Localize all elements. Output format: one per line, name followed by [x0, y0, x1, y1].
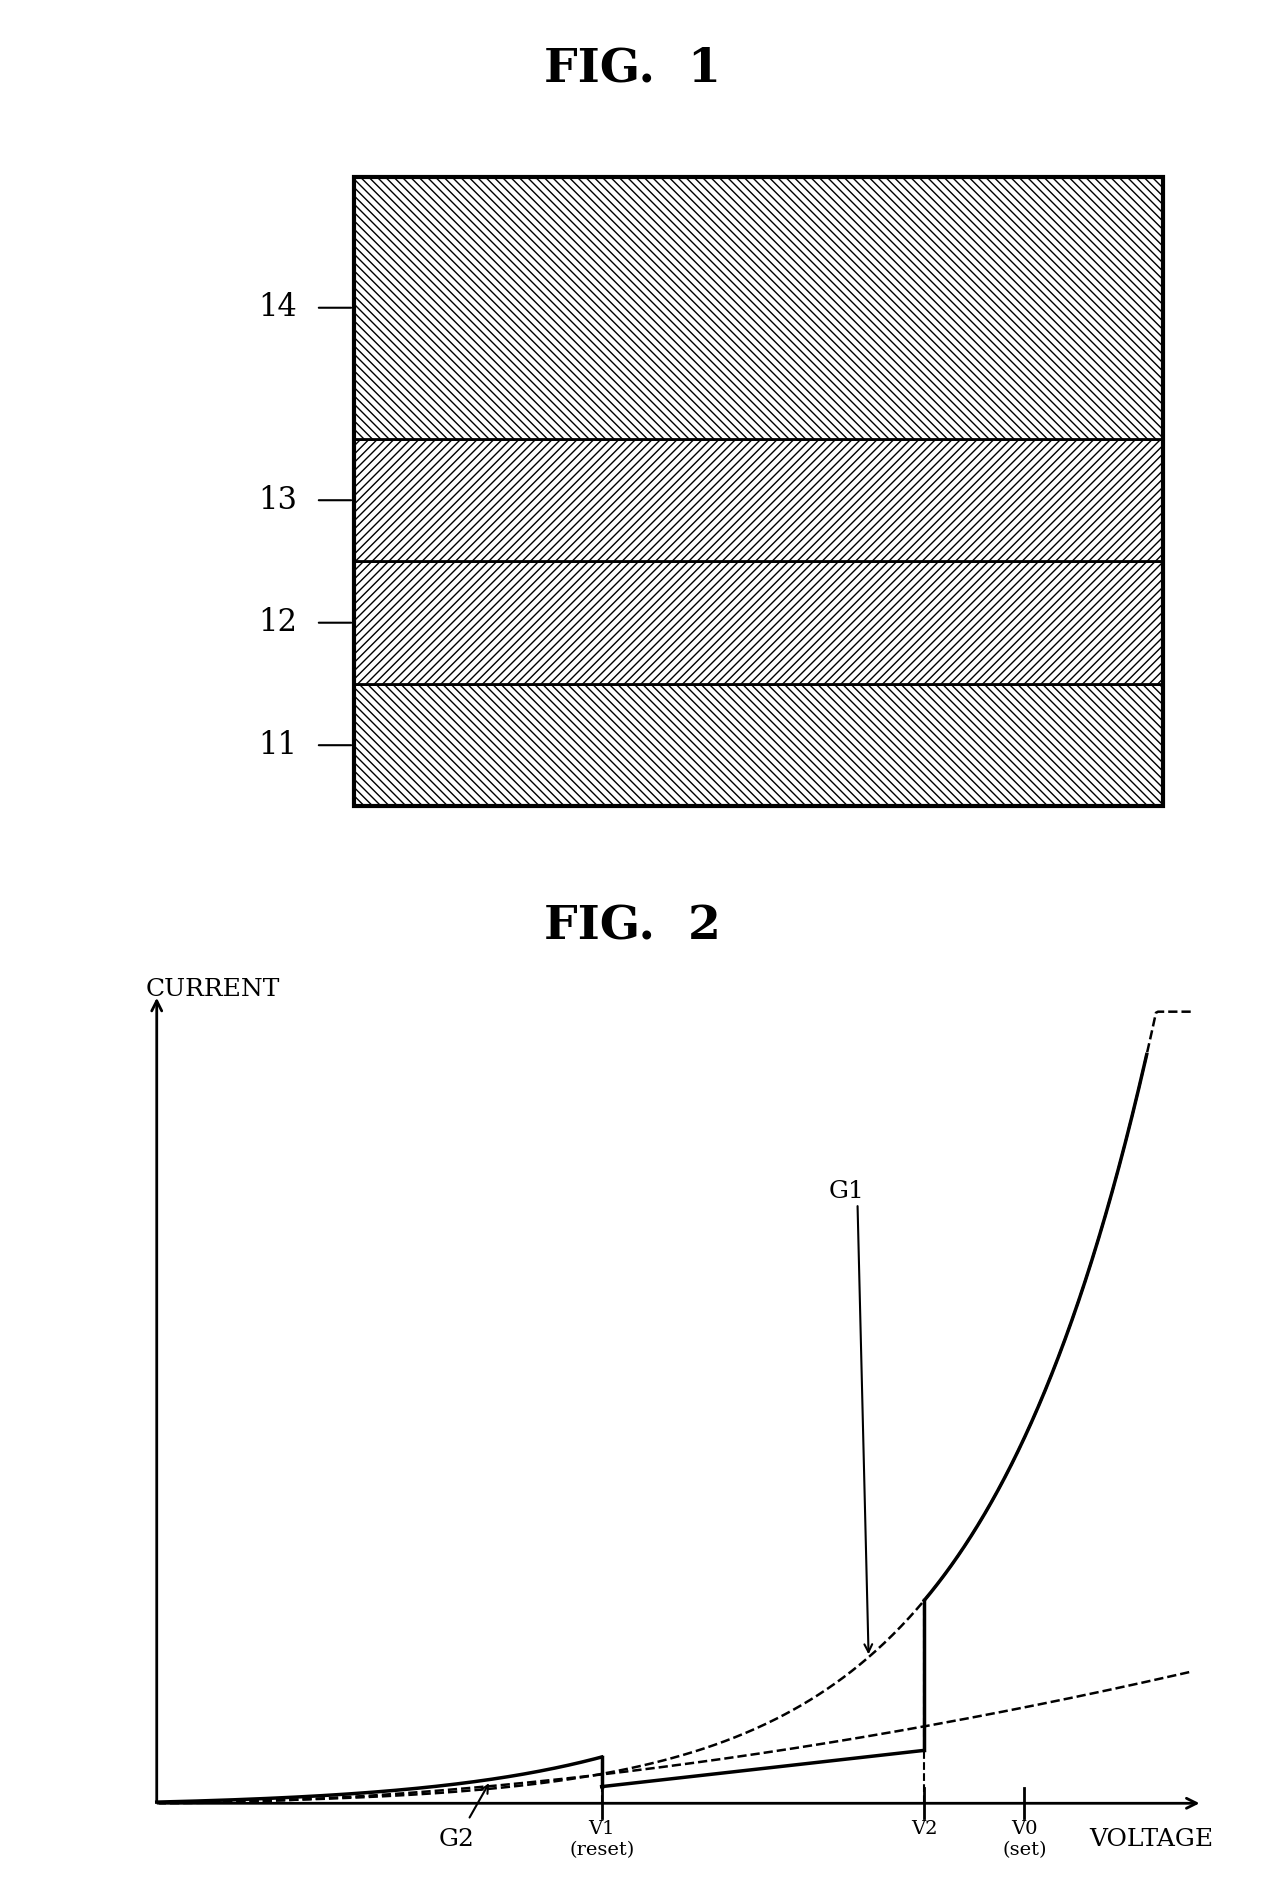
- Text: V0
(set): V0 (set): [1002, 1820, 1047, 1858]
- Text: 12: 12: [258, 607, 297, 639]
- Bar: [354, 561, 1163, 685]
- Text: G2: G2: [439, 1828, 475, 1851]
- Bar: [354, 685, 1163, 806]
- Text: 14: 14: [258, 293, 297, 323]
- Text: V2: V2: [911, 1820, 938, 1837]
- Bar: [354, 177, 1163, 806]
- Text: G1: G1: [828, 1181, 865, 1204]
- Text: FIG.  2: FIG. 2: [544, 903, 720, 949]
- Text: 11: 11: [258, 730, 297, 761]
- Text: CURRENT: CURRENT: [145, 978, 281, 1000]
- Text: FIG.  1: FIG. 1: [544, 46, 720, 91]
- Bar: [354, 177, 1163, 439]
- Text: 13: 13: [258, 485, 297, 515]
- Bar: [354, 439, 1163, 561]
- Text: VOLTAGE: VOLTAGE: [1090, 1828, 1213, 1851]
- Text: V1
(reset): V1 (reset): [569, 1820, 635, 1858]
